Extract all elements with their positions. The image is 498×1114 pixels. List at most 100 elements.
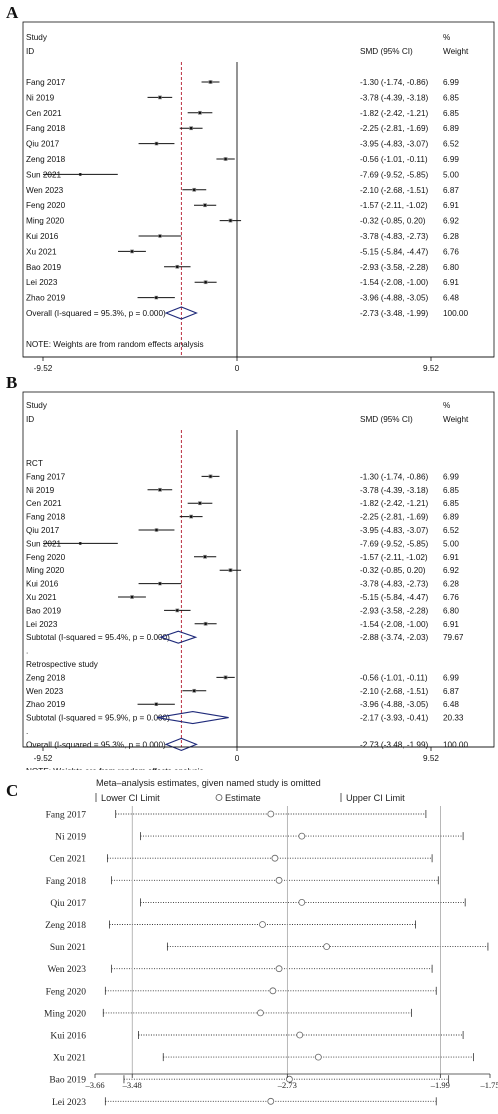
study-label: Xu 2021 [26, 247, 57, 256]
ci-value: -2.25 (-2.81, -1.69) [360, 513, 429, 522]
group-label: Retrospective study [26, 660, 99, 669]
forest-x-axis: -9.52 0 9.52 [23, 746, 494, 763]
point-estimate [158, 582, 162, 585]
sensitivity-rows: Fang 2017 Ni 2019 Cen 2021 Fang 2018 Qiu 201… [44, 810, 489, 1108]
weight-value: 6.28 [443, 232, 459, 241]
point-estimate [198, 111, 202, 115]
point-estimate [224, 676, 227, 679]
weight-value: 6.89 [443, 124, 459, 133]
ci-value: -2.17 (-3.93, -0.41) [360, 714, 429, 723]
weight-value: 6.89 [443, 513, 459, 522]
point-estimate [175, 265, 179, 269]
weight-value: 6.99 [443, 78, 459, 87]
point-estimate [158, 96, 162, 99]
ci-value: -1.30 (-1.74, -0.86) [360, 472, 429, 481]
weight-value: 6.85 [443, 93, 459, 102]
ci-value: -2.93 (-3.58, -2.28) [360, 263, 429, 272]
ci-value: -3.78 (-4.83, -2.73) [360, 580, 429, 589]
point-estimate [78, 542, 82, 545]
weight-value: 6.52 [443, 140, 459, 149]
estimate-point [296, 1031, 304, 1039]
estimate-point [323, 943, 331, 951]
ci-value: -1.57 (-2.11, -1.02) [360, 201, 428, 210]
x-tick-label: –3.66 [84, 1080, 104, 1090]
study-label: Wen 2023 [26, 687, 64, 696]
ci-value: -7.69 (-9.52, -5.85) [360, 170, 429, 179]
weight-value: 6.92 [443, 566, 459, 575]
x-tick-label: –1.99 [430, 1080, 450, 1090]
ci-value: -1.54 (-2.08, -1.00) [360, 620, 429, 629]
ci-value: -2.88 (-3.74, -2.03) [360, 633, 429, 642]
note-label: NOTE: Weights are from random effects an… [26, 767, 204, 770]
study-label: Kui 2016 [26, 232, 59, 241]
ci-value: -3.78 (-4.39, -3.18) [360, 93, 429, 102]
sensitivity-title: Meta–analysis estimates, given named stu… [96, 778, 321, 788]
weight-value: 6.91 [443, 201, 459, 210]
study-label: Ni 2019 [26, 486, 55, 495]
weight-value: 6.85 [443, 499, 459, 508]
omitted-study-label: Zeng 2018 [45, 921, 86, 931]
sensitivity-x-axis: –3.66 –3.48 –2.73 –1.99 –1.75 [84, 806, 498, 1090]
header-weight: Weight [443, 415, 469, 424]
sensitivity-plot-c: C Meta–analysis estimates, given named s… [6, 778, 498, 1108]
study-label: Cen 2021 [26, 499, 62, 508]
point-estimate [204, 622, 207, 626]
subtotal-label: Subtotal (I-squared = 95.9%, p = 0.000) [26, 714, 170, 723]
point-estimate [78, 173, 82, 176]
weight-value: 5.00 [443, 170, 459, 179]
estimate-point [298, 832, 306, 840]
estimate-point [269, 987, 277, 995]
legend-lower: Lower CI Limit [101, 793, 160, 803]
x-tick-label: -9.52 [34, 754, 53, 763]
weight-value: 6.80 [443, 263, 459, 272]
weight-value: 6.99 [443, 673, 459, 682]
ci-value: -2.93 (-3.58, -2.28) [360, 606, 429, 615]
ci-value: -3.78 (-4.83, -2.73) [360, 232, 429, 241]
weight-value: 6.87 [443, 186, 459, 195]
forest-plot-b: B Study ID SMD (95% CI) % Weight RCT Fang… [6, 373, 495, 770]
forest-x-axis: -9.52 0 9.52 [23, 356, 494, 373]
point-estimate [189, 515, 193, 518]
point-estimate [192, 689, 196, 693]
weight-value: 6.91 [443, 278, 459, 287]
ci-value: -0.32 (-0.85, 0.20) [360, 566, 426, 575]
point-estimate [158, 234, 162, 238]
weight-value: 6.91 [443, 553, 459, 562]
ci-value: -5.15 (-5.84, -4.47) [360, 593, 429, 602]
study-label: Xu 2021 [26, 593, 57, 602]
header-study: Study [26, 401, 48, 410]
study-label: Fang 2017 [26, 472, 66, 481]
point-estimate [204, 280, 207, 284]
study-label: Ming 2020 [26, 566, 65, 575]
ci-value: -7.69 (-9.52, -5.85) [360, 539, 429, 548]
point-estimate [229, 568, 232, 572]
x-tick-label: –2.73 [277, 1080, 297, 1090]
dot-label: . [26, 647, 28, 656]
subtotal-label: Subtotal (I-squared = 95.4%, p = 0.000) [26, 633, 170, 642]
dot-label: . [26, 727, 28, 736]
x-tick-label: 9.52 [423, 754, 439, 763]
forest-rows: Fang 2017 -1.30 (-1.74, -0.86) 6.99 Ni 2019… [26, 78, 468, 349]
study-label: Ming 2020 [26, 217, 65, 226]
study-label: Sun 2021 [26, 539, 62, 548]
study-label: Bao 2019 [26, 606, 62, 615]
study-label: Lei 2023 [26, 278, 58, 287]
estimate-point [259, 921, 266, 928]
panel-letter-a: A [6, 3, 19, 22]
omitted-study-label: Xu 2021 [53, 1054, 86, 1064]
omitted-study-label: Kui 2016 [50, 1032, 86, 1042]
point-estimate [189, 126, 193, 130]
forest-header: Study ID SMD (95% CI) % Weight [26, 33, 469, 56]
study-label: Fang 2018 [26, 124, 66, 133]
legend-estimate-mark [215, 794, 223, 801]
subtotal-diamond [156, 711, 229, 725]
forest-rows: RCT Fang 2017 -1.30 (-1.74, -0.86) 6.99 Ni 2… [26, 459, 468, 770]
ci-value: -2.25 (-2.81, -1.69) [360, 124, 429, 133]
point-estimate [130, 595, 134, 599]
study-label: Fang 2017 [26, 78, 66, 87]
forest-plot-a: A Study ID SMD (95% CI) % Weight Fang 20… [6, 3, 495, 373]
omitted-study-label: Wen 2023 [47, 965, 86, 975]
x-tick-label: –3.48 [122, 1080, 142, 1090]
point-estimate [203, 203, 207, 207]
pooled-label: Overall (I-squared = 95.3%, p = 0.000) [26, 740, 166, 749]
